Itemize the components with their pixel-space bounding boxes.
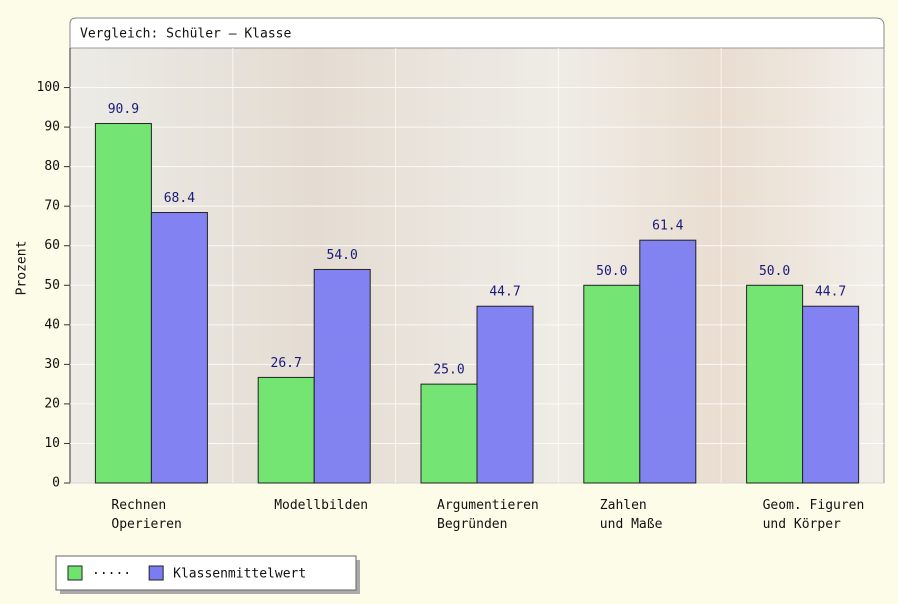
legend-swatch (68, 566, 82, 580)
page: {"chart_data": {"type": "bar", "title": … (0, 0, 898, 604)
bar (640, 240, 696, 483)
bar (258, 377, 314, 483)
y-tick-label: 80 (44, 159, 60, 174)
value-label: 68.4 (164, 191, 195, 206)
value-label: 25.0 (433, 363, 464, 378)
y-tick-label: 100 (37, 80, 60, 95)
bar (151, 213, 207, 483)
x-tick-label: Modellbilden (274, 496, 434, 515)
y-tick-label: 90 (44, 120, 60, 135)
legend-label: ····· (92, 567, 131, 582)
value-label: 44.7 (815, 285, 846, 300)
bar (477, 306, 533, 483)
y-tick-label: 60 (44, 238, 60, 253)
value-label: 50.0 (596, 264, 627, 279)
y-tick-label: 0 (52, 476, 60, 491)
value-label: 54.0 (327, 248, 358, 263)
x-tick-label: Geom. Figuren und Körper (763, 496, 898, 534)
bar (584, 285, 640, 483)
chart-title: Vergleich: Schüler – Klasse (80, 27, 291, 42)
y-tick-label: 50 (44, 278, 60, 293)
x-tick-label: Argumentieren Begründen (437, 496, 597, 534)
y-tick-label: 20 (44, 396, 60, 411)
value-label: 90.9 (108, 102, 139, 117)
bar (421, 384, 477, 483)
y-tick-label: 10 (44, 436, 60, 451)
y-tick-label: 40 (44, 317, 60, 332)
value-label: 26.7 (271, 356, 302, 371)
y-tick-label: 70 (44, 199, 60, 214)
value-label: 50.0 (759, 264, 790, 279)
bar (314, 269, 370, 483)
bar (747, 285, 803, 483)
y-axis-label: Prozent (15, 241, 30, 296)
bar (803, 306, 859, 483)
x-tick-label: Zahlen und Maße (600, 496, 760, 534)
y-tick-label: 30 (44, 357, 60, 372)
x-tick-label: Rechnen Operieren (111, 496, 271, 534)
value-label: 61.4 (652, 219, 683, 234)
bar (95, 124, 151, 483)
value-label: 44.7 (489, 285, 520, 300)
legend-label: Klassenmittelwert (173, 567, 306, 582)
legend-swatch (149, 566, 163, 580)
